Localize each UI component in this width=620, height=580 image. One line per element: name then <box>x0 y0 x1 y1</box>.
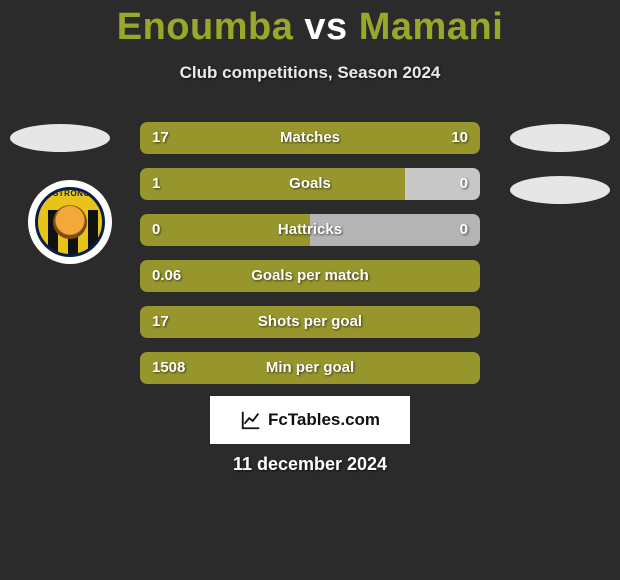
stat-label: Goals <box>140 168 480 200</box>
player1-name: Enoumba <box>117 6 294 48</box>
player2-photo-placeholder <box>510 124 610 152</box>
stats-bars: 17Matches101Goals00Hattricks00.06Goals p… <box>140 122 480 398</box>
stat-row: 1Goals0 <box>140 168 480 200</box>
comparison-title: Enoumba vs Mamani <box>0 0 620 49</box>
player2-name: Mamani <box>359 6 503 48</box>
stat-label: Shots per goal <box>140 306 480 338</box>
snapshot-date: 11 december 2024 <box>0 454 620 475</box>
subtitle: Club competitions, Season 2024 <box>0 63 620 83</box>
club-badge-stripes: HE STRONGES <box>35 187 105 257</box>
brand-text: FcTables.com <box>268 410 380 430</box>
stat-row: 1508Min per goal <box>140 352 480 384</box>
stat-label: Hattricks <box>140 214 480 246</box>
tiger-icon <box>53 205 87 239</box>
stat-right-value: 0 <box>460 214 468 246</box>
player1-photo-placeholder <box>10 124 110 152</box>
vs-text: vs <box>304 6 347 48</box>
stat-right-value: 10 <box>451 122 468 154</box>
stat-row: 0Hattricks0 <box>140 214 480 246</box>
chart-icon <box>240 409 262 431</box>
stat-row: 17Matches10 <box>140 122 480 154</box>
stat-right-value: 0 <box>460 168 468 200</box>
brand-badge: FcTables.com <box>210 396 410 444</box>
player2-club-placeholder <box>510 176 610 204</box>
stat-label: Matches <box>140 122 480 154</box>
stat-row: 17Shots per goal <box>140 306 480 338</box>
stat-label: Min per goal <box>140 352 480 384</box>
stat-row: 0.06Goals per match <box>140 260 480 292</box>
stat-label: Goals per match <box>140 260 480 292</box>
player1-club-badge: HE STRONGES <box>28 180 112 264</box>
